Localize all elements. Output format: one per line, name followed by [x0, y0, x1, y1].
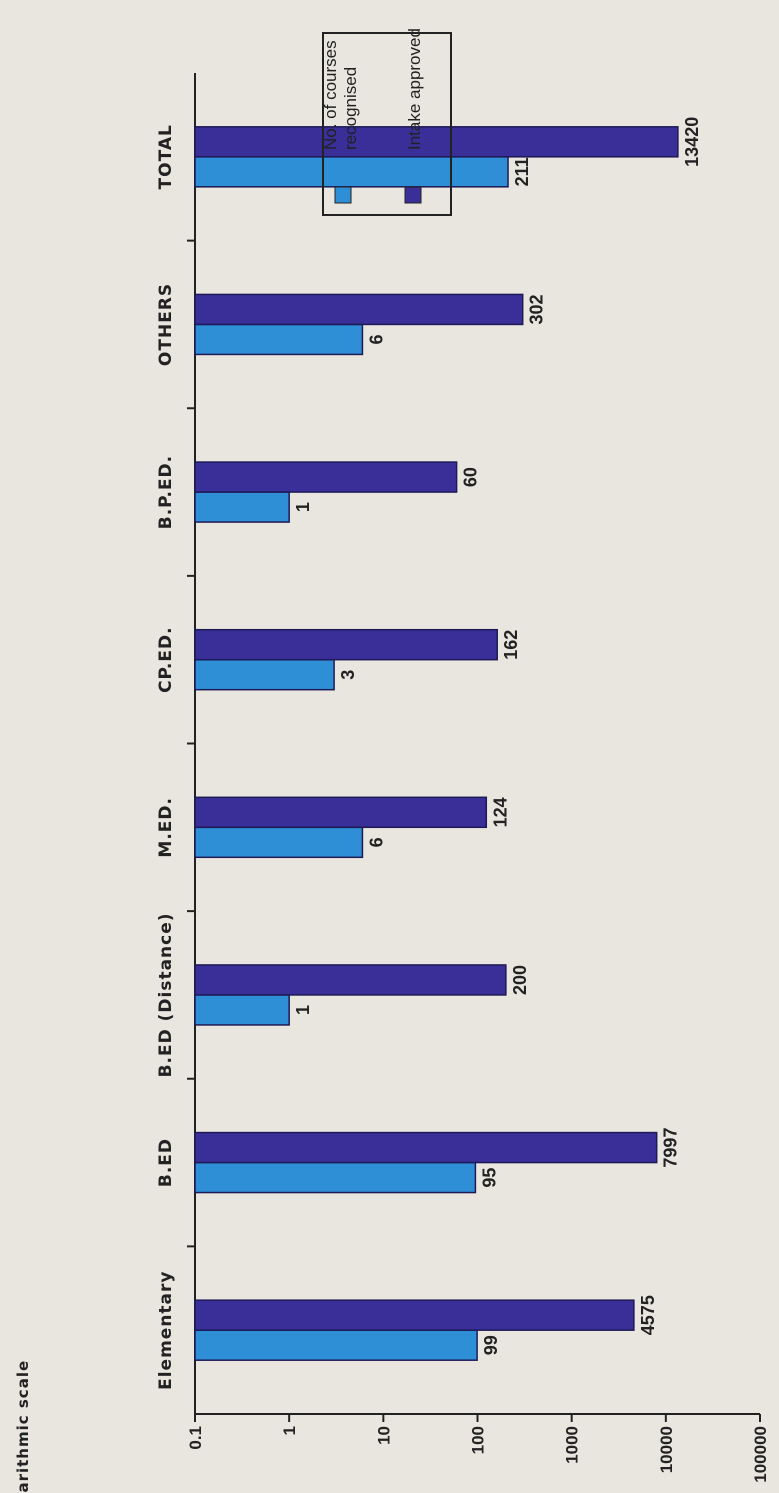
bar-0-1 — [195, 1163, 475, 1193]
data-label-1-7: 13420 — [682, 117, 702, 167]
bar-0-6 — [195, 324, 362, 354]
legend-label-intake: Intake approved — [405, 28, 424, 150]
value-tick-label-6: 100000 — [751, 1426, 770, 1483]
category-label-4: CP.ED. — [156, 626, 176, 692]
legend-swatch-intake — [405, 187, 421, 203]
legend-label-courses-line2: recognised — [341, 67, 360, 150]
value-tick-label-5: 10000 — [657, 1426, 676, 1473]
value-tick-label-0: 0.1 — [186, 1426, 205, 1450]
data-label-1-3: 124 — [490, 797, 510, 827]
bars-layer — [195, 127, 678, 1360]
value-tick-label-4: 1000 — [563, 1426, 582, 1464]
category-label-3: M.ED. — [156, 797, 176, 858]
bar-1-2 — [195, 965, 506, 995]
data-label-0-2: 1 — [293, 1005, 313, 1015]
data-label-1-0: 4575 — [638, 1295, 658, 1335]
data-label-0-7: 211 — [512, 157, 532, 186]
data-label-0-1: 95 — [479, 1168, 499, 1188]
bar-0-4 — [195, 660, 334, 690]
bar-0-7 — [195, 157, 508, 187]
y-axis-label: Logarithmic scale — [14, 1360, 32, 1493]
data-label-1-5: 60 — [461, 467, 481, 487]
bar-0-5 — [195, 492, 289, 522]
axis-layer: 0.1 1 10 100 1000 10000 100000 — [186, 73, 770, 1483]
bar-1-5 — [195, 462, 457, 492]
value-tick-label-2: 10 — [374, 1426, 393, 1445]
data-label-1-6: 302 — [527, 294, 547, 324]
category-label-0: Elementary — [156, 1270, 176, 1389]
value-tick-label-3: 100 — [469, 1426, 488, 1454]
bar-1-7 — [195, 127, 678, 157]
data-label-0-3: 6 — [366, 837, 386, 847]
data-label-1-2: 200 — [510, 965, 530, 995]
category-label-7: TOTAL — [156, 124, 176, 189]
bar-0-3 — [195, 827, 362, 857]
data-label-1-4: 162 — [501, 630, 521, 660]
bar-1-3 — [195, 797, 486, 827]
data-label-0-6: 6 — [366, 334, 386, 344]
bar-1-0 — [195, 1300, 634, 1330]
category-label-1: B.ED — [156, 1138, 176, 1187]
bar-0-2 — [195, 995, 289, 1025]
bar-0-0 — [195, 1330, 477, 1360]
legend-swatch-courses — [335, 187, 351, 203]
data-label-0-5: 1 — [293, 502, 313, 512]
bar-1-1 — [195, 1133, 657, 1163]
category-label-5: B.P.ED. — [156, 455, 176, 529]
category-label-6: OTHERS — [156, 283, 176, 366]
legend-label-courses: No. of courses — [321, 40, 340, 150]
bar-1-4 — [195, 630, 497, 660]
bar-1-6 — [195, 294, 523, 324]
data-label-1-1: 7997 — [661, 1128, 681, 1168]
data-label-0-0: 99 — [481, 1335, 501, 1355]
category-label-2: B.ED (Distance) — [156, 912, 176, 1077]
value-tick-label-1: 1 — [280, 1426, 299, 1435]
data-label-0-4: 3 — [338, 670, 358, 680]
